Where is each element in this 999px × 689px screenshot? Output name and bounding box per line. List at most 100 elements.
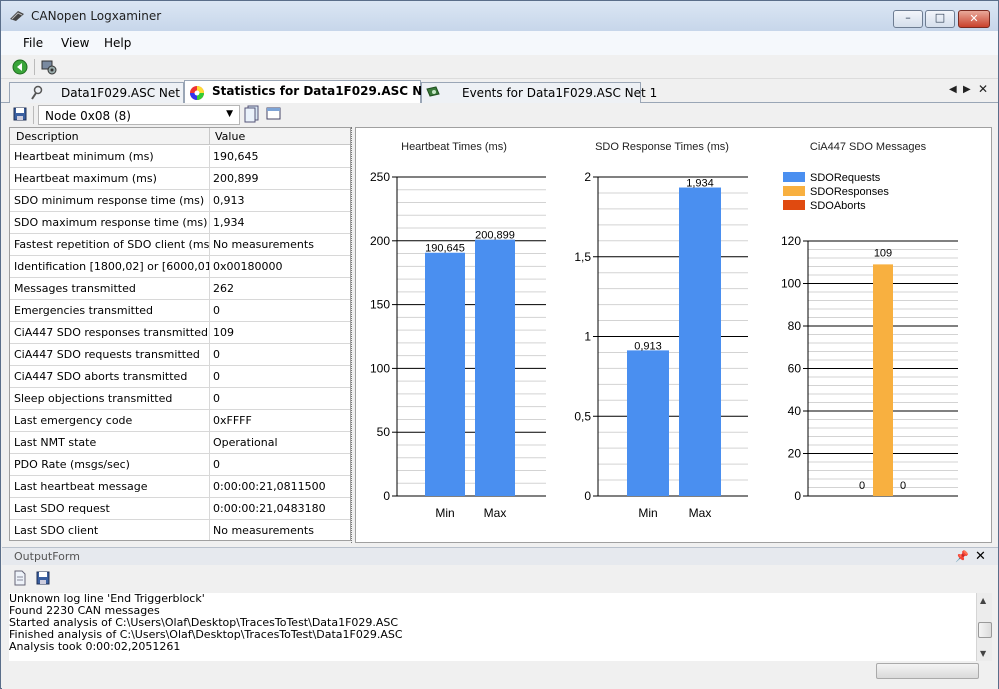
scroll-down-icon[interactable]: ▼ — [980, 649, 987, 658]
table-row[interactable]: SDO minimum response time (ms) 0,913 — [10, 190, 350, 212]
output-log[interactable]: Unknown log line 'End Triggerblock' Foun… — [9, 593, 976, 661]
y-tick-label: 100 — [781, 277, 801, 291]
column-header-value[interactable]: Value — [215, 130, 246, 143]
column-header-description[interactable]: Description — [16, 130, 79, 143]
table-row[interactable]: Heartbeat maximum (ms) 200,899 — [10, 168, 350, 190]
table-row[interactable]: Heartbeat minimum (ms) 190,645 — [10, 146, 350, 168]
row-value: 0 — [213, 348, 220, 361]
output-scrollbar[interactable]: ▲ ▼ — [976, 593, 992, 661]
y-tick-label: 200 — [370, 234, 390, 248]
data-label: 0,913 — [634, 340, 662, 352]
progress-bar — [876, 663, 979, 679]
y-tick-label: 40 — [788, 404, 802, 418]
minimize-button[interactable]: – — [893, 10, 923, 28]
row-description: Last heartbeat message — [14, 480, 148, 493]
row-description: Emergencies transmitted — [14, 304, 154, 317]
table-row[interactable]: Last SDO request 0:00:00:21,0483180 — [10, 498, 350, 520]
table-row[interactable]: Messages transmitted 262 — [10, 278, 350, 300]
panel-splitter[interactable] — [351, 127, 354, 543]
legend-label: SDOAborts — [810, 200, 866, 212]
settings-icon[interactable] — [41, 59, 57, 75]
tab-scroll-left-icon[interactable]: ◀ — [949, 84, 957, 95]
pin-icon[interactable]: 📌 — [955, 550, 969, 563]
data-label: 0 — [859, 480, 865, 492]
legend-label: SDORequests — [810, 172, 881, 184]
row-description: CiA447 SDO aborts transmitted — [14, 370, 188, 383]
node-toolbar: Node 0x08 (8) ▼ — [2, 103, 998, 127]
status-bar — [2, 661, 998, 689]
table-row[interactable]: Last SDO client No measurements — [10, 520, 350, 540]
table-row[interactable]: Identification [1800,02] or [6000,01] 0x0… — [10, 256, 350, 278]
tab-data-file[interactable]: Data1F029.ASC Net 1 — [9, 82, 191, 103]
table-row[interactable]: CiA447 SDO requests transmitted 0 — [10, 344, 350, 366]
y-tick-label: 80 — [788, 319, 802, 333]
y-tick-label: 50 — [377, 425, 391, 439]
scroll-up-icon[interactable]: ▲ — [980, 596, 987, 605]
table-row[interactable]: PDO Rate (msgs/sec) 0 — [10, 454, 350, 476]
y-tick-label: 120 — [781, 234, 801, 248]
color-wheel-icon — [190, 86, 204, 100]
app-logo-icon — [10, 11, 24, 21]
row-value: 109 — [213, 326, 234, 339]
title-bar[interactable]: CANopen Logxaminer – □ ✕ — [1, 1, 998, 31]
copy-icon[interactable] — [244, 105, 260, 123]
save-icon[interactable] — [13, 107, 27, 121]
output-title: OutputForm — [14, 550, 80, 563]
table-row[interactable]: Last NMT state Operational — [10, 432, 350, 454]
row-value: 0x00180000 — [213, 260, 283, 273]
maximize-button[interactable]: □ — [925, 10, 955, 28]
log-line: Found 2230 CAN messages — [9, 604, 160, 617]
table-row[interactable]: Emergencies transmitted 0 — [10, 300, 350, 322]
charts-panel: Heartbeat Times (ms) 0 50 100 150 200 250 190,6… — [355, 127, 992, 543]
tab-label: Events for Data1F029.ASC Net 1 — [462, 86, 658, 100]
tab-statistics[interactable]: Statistics for Data1F029.ASC Net 1 — [184, 80, 449, 104]
scroll-thumb[interactable] — [978, 622, 992, 638]
node-select[interactable]: Node 0x08 (8) ▼ — [38, 105, 240, 125]
y-tick-label: 250 — [370, 170, 390, 184]
table-row[interactable]: CiA447 SDO aborts transmitted 0 — [10, 366, 350, 388]
menu-help[interactable]: Help — [104, 36, 132, 50]
save-icon[interactable] — [36, 571, 50, 585]
data-label: 190,645 — [425, 243, 465, 255]
row-value: 0xFFFF — [213, 414, 252, 427]
table-row[interactable]: Last heartbeat message 0:00:00:21,0811500 — [10, 476, 350, 498]
back-icon[interactable] — [12, 59, 28, 75]
table-row[interactable]: Fastest repetition of SDO client (ms) No … — [10, 234, 350, 256]
chart-title: Heartbeat Times (ms) — [401, 141, 507, 153]
document-icon[interactable] — [13, 570, 27, 586]
row-value: 200,899 — [213, 172, 259, 185]
column-divider[interactable] — [209, 128, 210, 145]
row-value: 0 — [213, 392, 220, 405]
output-toolbar — [2, 565, 998, 593]
table-row[interactable]: Sleep objections transmitted 0 — [10, 388, 350, 410]
table-row[interactable]: SDO maximum response time (ms) 1,934 — [10, 212, 350, 234]
tab-close-icon[interactable]: ✕ — [978, 82, 989, 96]
tab-events[interactable]: Events for Data1F029.ASC Net 1 — [421, 82, 657, 103]
x-tick-label: Max — [689, 506, 712, 520]
close-icon[interactable]: ✕ — [975, 549, 986, 564]
row-value: No measurements — [213, 524, 314, 537]
bar-max — [475, 239, 515, 496]
menu-file[interactable]: File — [23, 36, 44, 50]
row-description: Last NMT state — [14, 436, 97, 449]
row-description: CiA447 SDO responses transmitted — [14, 326, 208, 339]
window-icon[interactable] — [266, 107, 282, 121]
charts-canvas: Heartbeat Times (ms)050100150200250190,6… — [370, 141, 958, 520]
table-row[interactable]: CiA447 SDO responses transmitted 109 — [10, 322, 350, 344]
output-header: OutputForm 📌 ✕ — [2, 547, 998, 565]
table-header: Description Value — [10, 128, 350, 145]
row-value: 262 — [213, 282, 234, 295]
menu-view[interactable]: View — [61, 36, 90, 50]
row-description: Last SDO client — [14, 524, 99, 537]
close-button[interactable]: ✕ — [958, 10, 990, 28]
document-tabs: Data1F029.ASC Net 1 Statistics for Data1… — [1, 79, 998, 104]
row-description: Fastest repetition of SDO client (ms) — [14, 238, 210, 251]
table-row[interactable]: Last emergency code 0xFFFF — [10, 410, 350, 432]
y-tick-label: 20 — [788, 447, 802, 461]
tab-scroll-right-icon[interactable]: ▶ — [963, 84, 971, 95]
y-tick-label: 100 — [370, 361, 390, 375]
bar-sdoresponses — [873, 264, 893, 496]
bar-max — [679, 187, 721, 496]
data-label: 0 — [900, 480, 906, 492]
